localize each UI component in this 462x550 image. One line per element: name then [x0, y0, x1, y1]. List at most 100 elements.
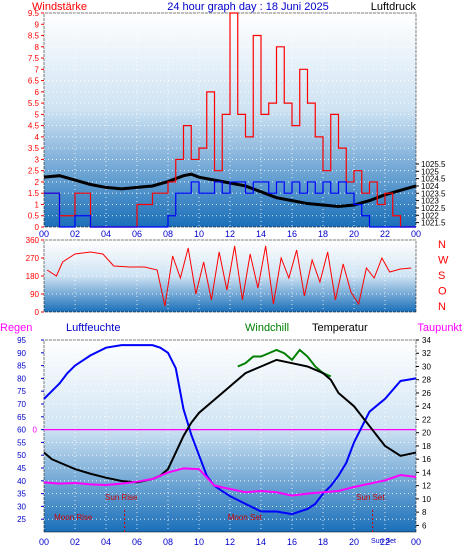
tick-label: 1023.5: [421, 189, 446, 198]
tick-label: 28: [422, 376, 431, 385]
x-tick-label: 00: [39, 229, 49, 239]
tick-label: 26: [422, 389, 431, 398]
tick-label: 95: [17, 336, 26, 345]
tick-label: 7.5: [28, 54, 40, 63]
tick-label: 90: [17, 349, 26, 358]
tick-label: 55: [17, 438, 26, 447]
x-tick-label: 14: [256, 229, 266, 239]
direction-label: N: [438, 239, 446, 251]
top-labels-3: Regen Luftfeuchte Windchill Temperatur Taupu…: [0, 322, 462, 334]
tick-label: 1022.5: [421, 204, 446, 213]
x-tick-label: 04: [101, 537, 111, 547]
tick-label: 80: [17, 374, 26, 383]
tick-label: 1023: [421, 197, 439, 206]
tick-label: 50: [17, 451, 26, 460]
tick-label: 24: [422, 402, 431, 411]
x-tick-label: 02: [70, 537, 80, 547]
tick-label: 1025: [421, 167, 439, 176]
tick-label: 6: [35, 88, 40, 97]
tick-label: 22: [422, 415, 431, 424]
tick-label: 10: [422, 495, 431, 504]
sun-set-label: Sun Set: [356, 493, 385, 502]
x-tick-label: 00: [411, 537, 421, 547]
x-tick-label: 00: [411, 229, 421, 239]
tick-label: 8: [422, 508, 427, 517]
tick-label: 9.5: [28, 9, 40, 18]
tick-label: 18: [422, 442, 431, 451]
tick-label: 40: [17, 477, 26, 486]
tick-label: 35: [17, 490, 26, 499]
tick-label: 4: [35, 133, 40, 142]
legend-label: Luftfeuchte: [66, 322, 120, 334]
tick-label: 60: [17, 426, 26, 435]
tick-label: 65: [17, 413, 26, 422]
tick-label: 1022: [421, 211, 439, 220]
windchill-line: [237, 348, 332, 378]
tick-label: 90: [30, 290, 39, 299]
wind-gust-line: [44, 12, 416, 228]
right-axis-label: Luftdruck: [371, 1, 417, 13]
tick-label: 6: [422, 521, 427, 530]
tick-label: 1024.5: [421, 175, 446, 184]
wind-avg-line: [44, 181, 416, 228]
tick-label: 1025.5: [421, 160, 446, 169]
x-tick-label: 06: [132, 229, 142, 239]
left-axis-label: Windstärke: [32, 1, 87, 13]
series-1: [43, 12, 417, 228]
moon-set-label: Moon Set: [228, 513, 263, 522]
dewpoint-line: [43, 467, 417, 497]
tick-label: 14: [422, 468, 431, 477]
legend-label: Regen: [0, 322, 32, 334]
left-ticks-2: 0 90 180 270 360: [26, 236, 44, 317]
moon-rise-label: Moon Rise: [54, 513, 93, 522]
right-ticks-1: 1021.510221022.510231023.510241024.51025…: [416, 160, 446, 228]
tick-label: 1: [35, 200, 40, 209]
tick-label: 12: [422, 482, 431, 491]
tick-label: 8: [35, 43, 40, 52]
tick-label: 4.5: [28, 122, 40, 131]
tick-label: 270: [26, 254, 40, 263]
tick-label: 70: [17, 400, 26, 409]
chart-title: 24 hour graph day : 18 Juni 2025: [167, 1, 328, 13]
tick-label: 9: [35, 20, 40, 29]
temperature-line: [43, 358, 417, 484]
x-tick-label: 18: [318, 229, 328, 239]
x-tick-label: 06: [132, 537, 142, 547]
x-tick-label: 16: [287, 537, 297, 547]
direction-label: W: [438, 255, 449, 267]
direction-label: S: [438, 270, 445, 282]
tick-label: 25: [17, 515, 26, 524]
x-tick-label: 14: [256, 537, 266, 547]
sun-set-axis-label: Sun Set: [371, 538, 396, 545]
tick-label: 20: [422, 429, 431, 438]
x-tick-label: 08: [163, 537, 173, 547]
tick-label: 32: [422, 349, 431, 358]
tick-label: 2.5: [28, 167, 40, 176]
left-ticks-1: 0 0.5 1 1.5 2 2.5 3 3.5 4 4.5 5 5.5 6 6.5 7 7.5 8 8.5 9 9.5: [28, 9, 44, 232]
x-tick-label: 16: [287, 229, 297, 239]
tick-label: 34: [422, 336, 431, 345]
x-ticks-1: 00 02 04 06 08 10 12 14 16 18 20 22 00: [39, 229, 421, 239]
x-tick-label: 18: [318, 537, 328, 547]
x-tick-label: 20: [349, 537, 359, 547]
wind-direction-line: [46, 245, 412, 307]
tick-label: 3: [35, 155, 40, 164]
legend-label: Windchill: [245, 322, 289, 334]
direction-label: N: [438, 301, 446, 313]
x-tick-label: 12: [225, 537, 235, 547]
left-ticks-3: 25 30 35 40 45 50 55 60 65 70 75 80 85 90 95 0: [17, 336, 44, 524]
tick-label: 1024: [421, 182, 439, 191]
sun-moon-annotations: Sun Rise Sun Set Moon Rise Moon Set Sun Set: [54, 493, 396, 545]
x-tick-label: 10: [194, 229, 204, 239]
tick-label: 0: [35, 223, 40, 232]
sun-rise-label: Sun Rise: [105, 493, 138, 502]
x-tick-label: 10: [194, 537, 204, 547]
x-ticks-3: 00 02 04 06 08 10 12 14 16 18 20 22 00: [39, 537, 421, 547]
tick-label: 6.5: [28, 77, 40, 86]
tick-label: 1021.5: [421, 219, 446, 228]
tick-label: 360: [26, 236, 40, 245]
tick-label: 0.5: [28, 212, 40, 221]
x-tick-label: 08: [163, 229, 173, 239]
x-tick-label: 22: [380, 229, 390, 239]
